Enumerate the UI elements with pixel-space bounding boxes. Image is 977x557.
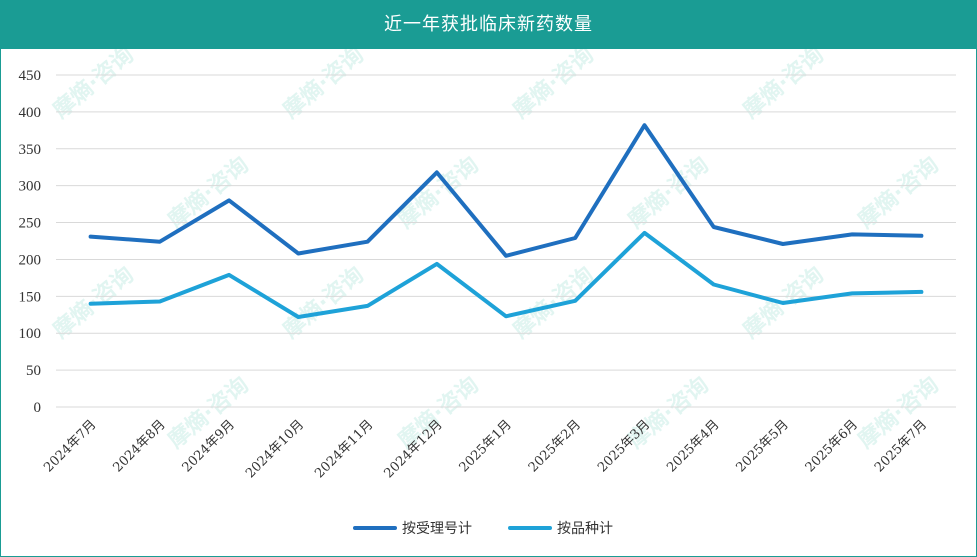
y-tick-label: 300 — [19, 179, 42, 195]
watermark-text: 摩熵·咨询 — [48, 49, 139, 124]
watermark-text: 摩熵·咨询 — [508, 262, 599, 344]
y-tick-label: 50 — [26, 363, 41, 379]
watermark-text: 摩熵·咨询 — [163, 152, 254, 234]
data-point — [504, 254, 508, 258]
data-point — [781, 301, 785, 305]
x-tick-label: 2025年5月 — [734, 417, 792, 475]
watermark-text: 摩熵·咨询 — [508, 49, 599, 124]
x-tick-label: 2025年1月 — [457, 417, 515, 475]
y-tick-label: 250 — [19, 216, 42, 232]
watermark-text: 摩熵·咨询 — [278, 49, 369, 124]
data-point — [712, 225, 716, 229]
x-tick-label: 2024年11月 — [312, 417, 376, 481]
data-point — [850, 291, 854, 295]
x-tick-label: 2024年7月 — [41, 417, 99, 475]
data-point — [435, 262, 439, 266]
x-tick-label: 2025年4月 — [664, 417, 722, 475]
x-tick-label: 2024年8月 — [110, 417, 168, 475]
legend-label-1: 按受理号计 — [402, 521, 472, 537]
data-point — [296, 315, 300, 319]
data-point — [712, 283, 716, 287]
data-point — [504, 314, 508, 318]
data-point — [919, 290, 923, 294]
data-point — [366, 304, 370, 308]
y-tick-label: 400 — [19, 105, 42, 121]
data-point — [435, 170, 439, 174]
chart-title: 近一年获批临床新药数量 — [1, 1, 976, 49]
data-point — [89, 302, 93, 306]
x-tick-label: 2025年2月 — [526, 417, 584, 475]
data-point — [158, 299, 162, 303]
y-tick-label: 200 — [19, 252, 42, 268]
watermark-text: 摩熵·咨询 — [393, 152, 484, 234]
watermark-text: 摩熵·咨询 — [393, 372, 484, 454]
legend-label-2: 按品种计 — [557, 521, 613, 537]
gridlines — [56, 74, 956, 408]
data-point — [366, 240, 370, 244]
data-point — [227, 273, 231, 277]
data-point — [642, 231, 646, 235]
data-point — [573, 299, 577, 303]
x-tick-label: 2024年10月 — [243, 417, 307, 481]
y-tick-label: 0 — [34, 400, 42, 416]
data-point — [850, 232, 854, 236]
legend: 按受理号计 按品种计 — [353, 521, 613, 537]
watermark-text: 摩熵·咨询 — [623, 152, 714, 234]
data-point — [573, 236, 577, 240]
watermark-text: 摩熵·咨询 — [853, 152, 944, 234]
watermark-text: 摩熵·咨询 — [738, 49, 829, 124]
data-point — [227, 198, 231, 202]
y-tick-label: 150 — [19, 289, 42, 305]
data-point — [158, 240, 162, 244]
data-point — [296, 252, 300, 256]
data-point — [919, 234, 923, 238]
x-tick-label: 2025年6月 — [803, 417, 861, 475]
y-tick-label: 450 — [19, 68, 42, 84]
data-point — [642, 123, 646, 127]
data-point — [781, 242, 785, 246]
series-layer — [88, 123, 924, 319]
y-tick-label: 100 — [19, 326, 42, 342]
watermark-text: 摩熵·咨询 — [278, 262, 369, 344]
y-axis: 0 50 100 150 200 250 300 350 400 450 — [19, 68, 42, 416]
y-tick-label: 350 — [19, 142, 42, 158]
data-point — [89, 235, 93, 239]
